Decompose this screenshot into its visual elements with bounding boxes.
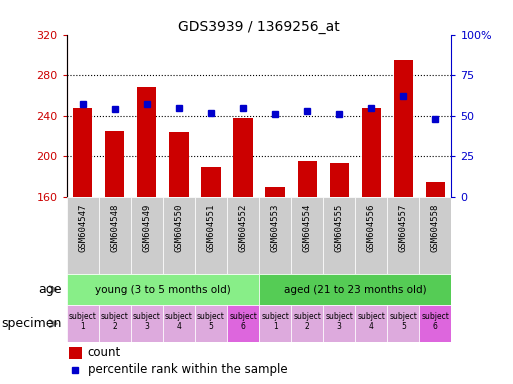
Bar — [259, 197, 291, 274]
Bar — [387, 197, 420, 274]
Bar — [291, 305, 323, 342]
Text: GSM604550: GSM604550 — [174, 203, 184, 252]
Text: GSM604556: GSM604556 — [367, 203, 376, 252]
Bar — [195, 305, 227, 342]
Text: GSM604553: GSM604553 — [270, 203, 280, 252]
Text: aged (21 to 23 months old): aged (21 to 23 months old) — [284, 285, 427, 295]
Bar — [291, 197, 323, 274]
Bar — [355, 197, 387, 274]
Bar — [227, 305, 259, 342]
Text: GSM604555: GSM604555 — [334, 203, 344, 252]
Text: count: count — [88, 346, 121, 359]
Bar — [98, 305, 131, 342]
Text: subject
2: subject 2 — [101, 312, 129, 331]
Bar — [259, 274, 451, 305]
Text: GSM604558: GSM604558 — [431, 203, 440, 252]
Text: GSM604547: GSM604547 — [78, 203, 87, 252]
Text: GSM604554: GSM604554 — [303, 203, 312, 252]
Text: specimen: specimen — [1, 317, 62, 330]
Text: age: age — [38, 283, 62, 296]
Text: GSM604557: GSM604557 — [399, 203, 408, 252]
Text: subject
4: subject 4 — [358, 312, 385, 331]
Title: GDS3939 / 1369256_at: GDS3939 / 1369256_at — [178, 20, 340, 33]
Bar — [323, 305, 355, 342]
Bar — [201, 167, 221, 197]
Text: subject
3: subject 3 — [133, 312, 161, 331]
Bar — [67, 197, 98, 274]
Bar — [137, 87, 156, 197]
Bar — [169, 132, 189, 197]
Text: subject
6: subject 6 — [229, 312, 257, 331]
Bar — [259, 305, 291, 342]
Bar — [105, 131, 124, 197]
Bar — [67, 274, 259, 305]
Text: percentile rank within the sample: percentile rank within the sample — [88, 363, 287, 376]
Text: subject
3: subject 3 — [325, 312, 353, 331]
Bar — [426, 182, 445, 197]
Text: subject
5: subject 5 — [389, 312, 417, 331]
Bar — [131, 197, 163, 274]
Text: subject
1: subject 1 — [69, 312, 96, 331]
Text: GSM604552: GSM604552 — [239, 203, 248, 252]
Bar — [420, 305, 451, 342]
Bar — [131, 305, 163, 342]
Bar — [195, 197, 227, 274]
Text: subject
2: subject 2 — [293, 312, 321, 331]
Text: GSM604551: GSM604551 — [206, 203, 215, 252]
Bar — [329, 164, 349, 197]
Bar — [73, 108, 92, 197]
Bar — [98, 197, 131, 274]
Bar — [163, 197, 195, 274]
Text: subject
1: subject 1 — [261, 312, 289, 331]
Text: GSM604549: GSM604549 — [142, 203, 151, 252]
Bar — [387, 305, 420, 342]
Bar — [233, 118, 252, 197]
Text: subject
4: subject 4 — [165, 312, 193, 331]
Bar — [355, 305, 387, 342]
Bar — [362, 108, 381, 197]
Bar — [265, 187, 285, 197]
Bar — [67, 305, 98, 342]
Bar — [323, 197, 355, 274]
Text: GSM604548: GSM604548 — [110, 203, 120, 252]
Bar — [298, 161, 317, 197]
Bar — [393, 60, 413, 197]
Bar — [69, 346, 82, 359]
Text: subject
6: subject 6 — [422, 312, 449, 331]
Bar — [420, 197, 451, 274]
Text: subject
5: subject 5 — [197, 312, 225, 331]
Bar — [163, 305, 195, 342]
Bar — [227, 197, 259, 274]
Text: young (3 to 5 months old): young (3 to 5 months old) — [95, 285, 231, 295]
